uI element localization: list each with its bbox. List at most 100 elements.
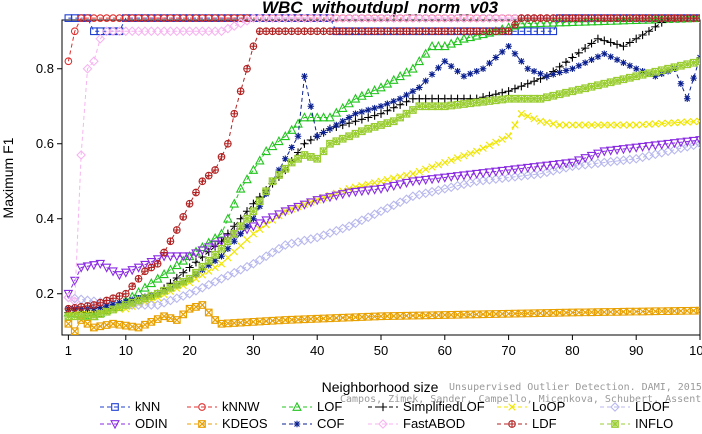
- data-point-SimplifiedLOF: [185, 263, 194, 272]
- data-point-LoOP: [473, 147, 481, 155]
- data-point-FastABOD: [414, 14, 425, 24]
- series-LoOP: [64, 110, 700, 317]
- data-point-SimplifiedLOF: [364, 113, 373, 122]
- legend-marker: [111, 403, 119, 411]
- data-point-SimplifiedLOF: [383, 106, 392, 115]
- data-point-COF: [116, 299, 123, 307]
- data-point-SimplifiedLOF: [606, 38, 615, 47]
- data-point-LDF: [440, 27, 449, 36]
- data-point-INFLO: [243, 214, 251, 223]
- data-point-LOF: [357, 90, 367, 100]
- data-point-ODIN: [286, 205, 297, 215]
- data-point-LoOP: [409, 170, 417, 178]
- data-point-FastABOD: [108, 26, 118, 37]
- data-point-COF: [415, 84, 423, 91]
- data-point-INFLO: [568, 87, 577, 96]
- data-point-KDEOS: [147, 318, 156, 326]
- legend-label: kNN: [135, 399, 160, 414]
- data-point-LDF: [338, 27, 347, 36]
- data-point-COF: [454, 67, 461, 75]
- data-point-LDF: [172, 226, 181, 234]
- data-point-ODIN: [478, 169, 488, 179]
- legend-label: KDEOS: [222, 416, 268, 431]
- data-point-ODIN: [625, 144, 635, 154]
- data-point-SimplifiedLOF: [370, 111, 379, 120]
- series-KDEOS: [64, 301, 700, 335]
- data-point-LOF: [433, 40, 444, 51]
- data-point-LDOF: [350, 218, 361, 229]
- data-point-INFLO: [587, 82, 596, 91]
- data-point-LoOP: [696, 117, 700, 125]
- data-point-LDF: [670, 14, 679, 22]
- data-point-INFLO: [287, 158, 296, 167]
- data-point-LDF: [664, 14, 672, 22]
- data-point-LOF: [369, 85, 380, 95]
- data-point-KDEOS: [172, 316, 181, 324]
- data-point-INFLO: [383, 119, 392, 127]
- data-point-COF: [575, 62, 583, 70]
- data-point-INFLO: [453, 100, 462, 109]
- data-point-ODIN: [274, 210, 284, 220]
- data-point-LDF: [498, 27, 507, 36]
- data-point-COF: [441, 57, 449, 65]
- data-point-FastABOD: [254, 14, 265, 24]
- data-point-INFLO: [619, 75, 628, 84]
- data-point-INFLO: [415, 102, 424, 111]
- data-point-INFLO: [409, 106, 417, 114]
- data-point-LDF: [466, 27, 475, 36]
- data-point-INFLO: [224, 237, 232, 246]
- data-point-FastABOD: [82, 63, 93, 74]
- data-point-LoOP: [626, 121, 634, 129]
- data-point-LDF: [134, 274, 143, 283]
- data-point-LoOP: [632, 121, 640, 129]
- legend-label: FastABOD: [403, 416, 465, 431]
- data-point-SimplifiedLOF: [600, 36, 609, 45]
- data-point-ODIN: [76, 263, 86, 273]
- data-point-INFLO: [185, 274, 194, 283]
- data-point-FastABOD: [114, 26, 125, 37]
- data-point-LDOF: [305, 234, 316, 244]
- data-point-FastABOD: [452, 14, 463, 24]
- data-point-LDF: [415, 27, 424, 36]
- data-point-ODIN: [165, 252, 176, 262]
- data-point-LOF: [439, 40, 450, 51]
- data-point-LDOF: [254, 255, 265, 265]
- data-point-KDEOS: [625, 307, 634, 316]
- watermark-line-2: Campos, Zimek, Sander, Campello, Micenko…: [340, 394, 702, 405]
- data-point-INFLO: [172, 280, 181, 289]
- data-point-ODIN: [644, 142, 654, 152]
- data-point-INFLO: [543, 93, 551, 102]
- data-point-ODIN: [210, 240, 220, 250]
- data-point-LDOF: [299, 235, 310, 246]
- data-point-LDF: [249, 42, 258, 51]
- data-point-FastABOD: [89, 56, 99, 67]
- data-point-ODIN: [120, 268, 131, 278]
- legend-label: LOF: [317, 399, 342, 414]
- data-point-ODIN: [140, 260, 150, 270]
- legend-label: SimplifiedLOF: [403, 399, 485, 414]
- legend-marker: [378, 402, 388, 412]
- data-point-INFLO: [198, 262, 207, 271]
- data-point-INFLO: [179, 277, 188, 286]
- data-point-KDEOS: [64, 319, 73, 328]
- data-point-LOF: [561, 17, 571, 27]
- data-point-FastABOD: [369, 14, 380, 24]
- data-point-INFLO: [306, 153, 315, 161]
- data-point-INFLO: [351, 129, 360, 138]
- series-LDF: [64, 14, 700, 313]
- data-point-FastABOD: [159, 26, 169, 37]
- data-point-LDOF: [216, 273, 227, 284]
- data-point-COF: [358, 108, 366, 116]
- data-point-SimplifiedLOF: [638, 30, 647, 40]
- data-point-ODIN: [293, 202, 303, 213]
- data-point-INFLO: [389, 117, 398, 126]
- data-point-LDF: [255, 27, 264, 36]
- data-point-COF: [294, 132, 302, 140]
- data-point-FastABOD: [503, 14, 514, 24]
- data-point-LDOF: [267, 247, 278, 258]
- data-point-FastABOD: [408, 14, 418, 24]
- data-point-COF: [569, 65, 576, 73]
- series-line-FastABOD: [68, 17, 700, 303]
- data-point-INFLO: [657, 66, 666, 75]
- data-point-LDOF: [210, 276, 220, 287]
